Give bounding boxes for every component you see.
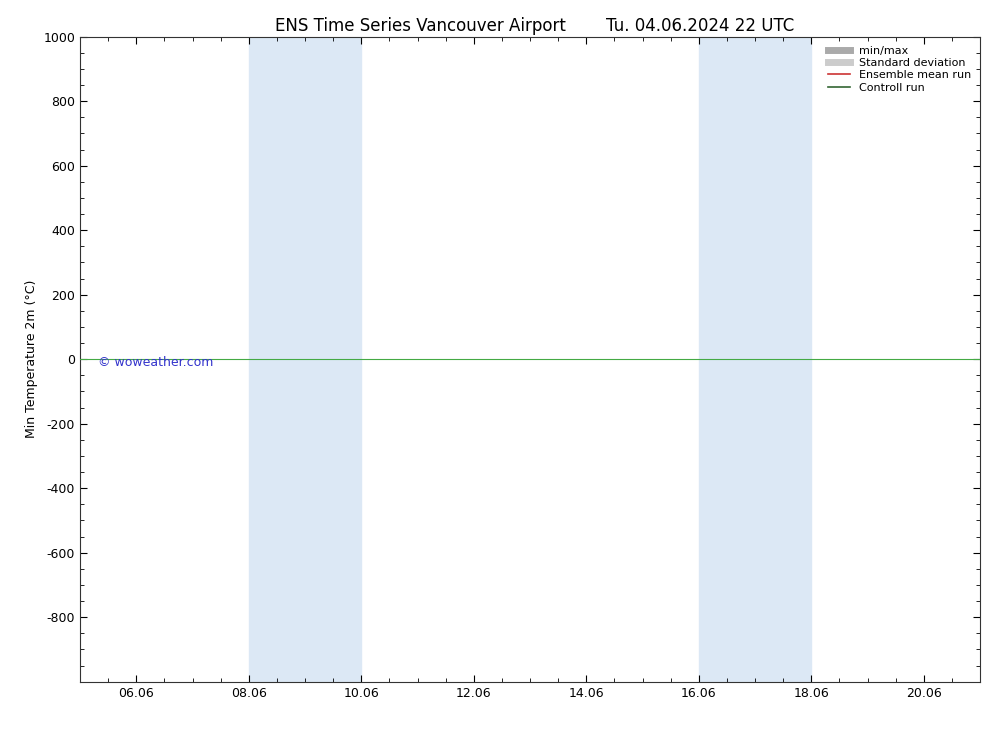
Bar (699, 37, 811, 682)
Y-axis label: Min Temperature 2m (°C): Min Temperature 2m (°C) (25, 280, 38, 438)
Text: Tu. 04.06.2024 22 UTC: Tu. 04.06.2024 22 UTC (606, 17, 794, 35)
Text: © woweather.com: © woweather.com (98, 356, 213, 369)
Text: ENS Time Series Vancouver Airport: ENS Time Series Vancouver Airport (275, 17, 565, 35)
Legend: min/max, Standard deviation, Ensemble mean run, Controll run: min/max, Standard deviation, Ensemble me… (824, 43, 974, 96)
Bar (249, 37, 361, 682)
